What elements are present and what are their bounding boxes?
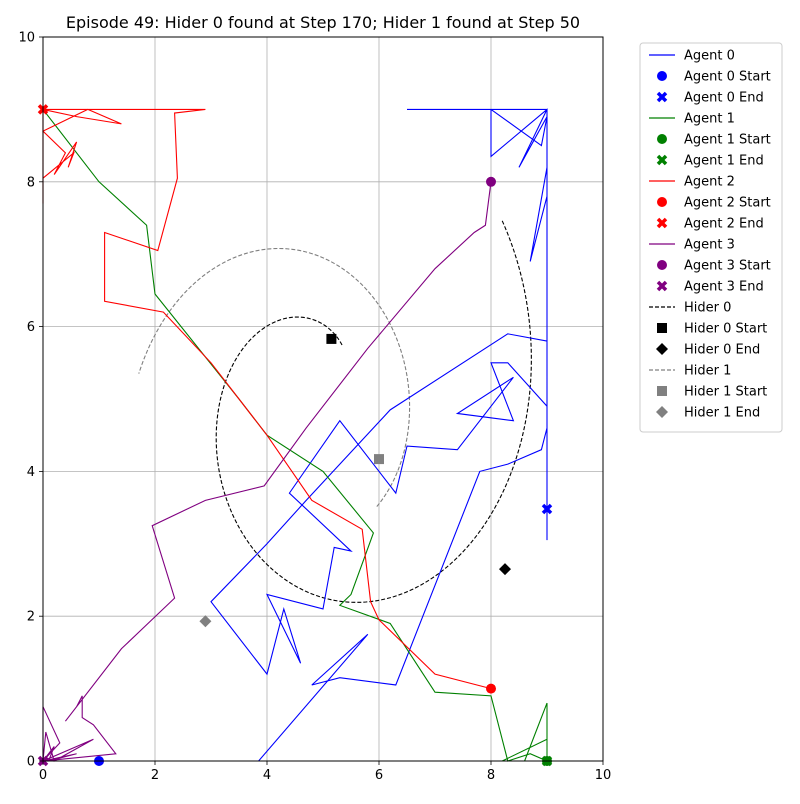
legend-entry-hider-0-start: Hider 0 Start xyxy=(657,322,767,337)
hider-0-path xyxy=(215,219,532,603)
legend-entry-agent-3-line: Agent 3 xyxy=(649,238,735,253)
legend-label: Agent 3 Start xyxy=(684,259,771,274)
grid xyxy=(42,36,604,762)
legend-entry-agent-3-start: Agent 3 Start xyxy=(657,259,771,274)
x-tick-label: 6 xyxy=(375,768,383,783)
legend-marker xyxy=(656,343,668,355)
legend-marker xyxy=(657,197,667,207)
legend-label: Agent 3 End xyxy=(684,280,764,295)
legend-label: Hider 1 End xyxy=(684,406,760,421)
legend-entry-agent-1-end: Agent 1 End xyxy=(656,154,764,169)
hider-0-end-marker xyxy=(499,563,511,576)
legend-entry-agent-0-start: Agent 0 Start xyxy=(657,70,771,85)
y-axis: 0 2 4 6 8 10 xyxy=(18,31,43,770)
legend-marker xyxy=(656,217,668,229)
legend-marker xyxy=(656,91,668,103)
hider-1-end-marker xyxy=(199,615,212,628)
y-tick-label: 10 xyxy=(18,31,35,46)
legend-label: Agent 1 End xyxy=(684,154,764,169)
legend-entry-hider-1-end: Hider 1 End xyxy=(656,406,760,421)
x-axis: 0 2 4 6 8 10 xyxy=(39,761,611,783)
legend-marker xyxy=(657,71,667,81)
legend-entry-agent-2-start: Agent 2 Start xyxy=(657,196,771,211)
legend-label: Agent 0 Start xyxy=(684,70,771,85)
legend-marker xyxy=(656,154,668,166)
x-tick-label: 0 xyxy=(39,768,47,783)
y-tick-label: 4 xyxy=(27,465,35,480)
hider-1-start-marker xyxy=(374,454,384,465)
legend-label: Agent 2 xyxy=(684,175,735,190)
y-tick-label: 0 xyxy=(27,755,35,770)
legend-marker xyxy=(657,323,667,333)
x-tick-label: 4 xyxy=(263,768,271,783)
legend-marker xyxy=(657,134,667,144)
x-tick-label: 2 xyxy=(151,768,159,783)
legend-entry-agent-2-line: Agent 2 xyxy=(649,175,735,190)
x-tick-label: 8 xyxy=(487,768,495,783)
x-tick-label: 10 xyxy=(595,768,612,783)
legend-entry-hider-0-end: Hider 0 End xyxy=(656,343,760,358)
legend-entry-agent-0-end: Agent 0 End xyxy=(656,91,764,106)
y-tick-label: 6 xyxy=(27,320,35,335)
plot-frame xyxy=(42,36,604,762)
legend-entry-hider-1-start: Hider 1 Start xyxy=(657,385,767,400)
legend-label: Agent 1 Start xyxy=(684,133,771,148)
legend-label: Agent 0 xyxy=(684,49,735,64)
legend-label: Hider 0 xyxy=(684,301,731,316)
legend-entry-agent-0-line: Agent 0 xyxy=(649,49,735,64)
legend-box xyxy=(639,42,783,433)
legend-entry-agent-3-end: Agent 3 End xyxy=(656,280,764,295)
legend-label: Agent 2 End xyxy=(684,217,764,232)
y-tick-label: 8 xyxy=(27,175,35,190)
legend-marker xyxy=(656,406,668,418)
legend-entry-hider-1-line: Hider 1 xyxy=(649,364,731,379)
legend-marker xyxy=(657,260,667,270)
hider-0-start-marker xyxy=(326,333,337,344)
legend-label: Hider 1 xyxy=(684,364,731,379)
agent-2-path xyxy=(42,108,492,690)
agent-3-path xyxy=(41,181,492,762)
agent-3-start-marker xyxy=(486,176,496,187)
legend-label: Hider 1 Start xyxy=(684,385,767,400)
legend-label: Hider 0 End xyxy=(684,343,760,358)
legend-label: Agent 1 xyxy=(684,112,735,127)
legend-label: Agent 2 Start xyxy=(684,196,771,211)
legend-entry-agent-1-start: Agent 1 Start xyxy=(657,133,771,148)
legend-entry-hider-0-line: Hider 0 xyxy=(649,301,731,316)
legend-label: Hider 0 Start xyxy=(684,322,767,337)
hider-paths xyxy=(138,219,532,603)
legend-entry-agent-1-line: Agent 1 xyxy=(649,112,735,127)
agent-2-start-marker xyxy=(486,683,496,694)
hider-1-path xyxy=(138,247,411,507)
legend-label: Agent 0 End xyxy=(684,91,764,106)
legend-entry-agent-2-end: Agent 2 End xyxy=(656,217,764,232)
y-tick-label: 2 xyxy=(27,610,35,625)
agent-paths xyxy=(41,108,548,762)
legend-label: Agent 3 xyxy=(684,238,735,253)
legend-marker xyxy=(656,280,668,292)
agent-0-path xyxy=(99,108,548,762)
chart-title: Episode 49: Hider 0 found at Step 170; H… xyxy=(66,13,580,32)
agent-0-end-marker xyxy=(541,503,553,515)
legend-marker xyxy=(657,386,667,396)
legend: Agent 0 Agent 0 Start Agent 0 End Agent 1 Ag… xyxy=(639,42,783,433)
